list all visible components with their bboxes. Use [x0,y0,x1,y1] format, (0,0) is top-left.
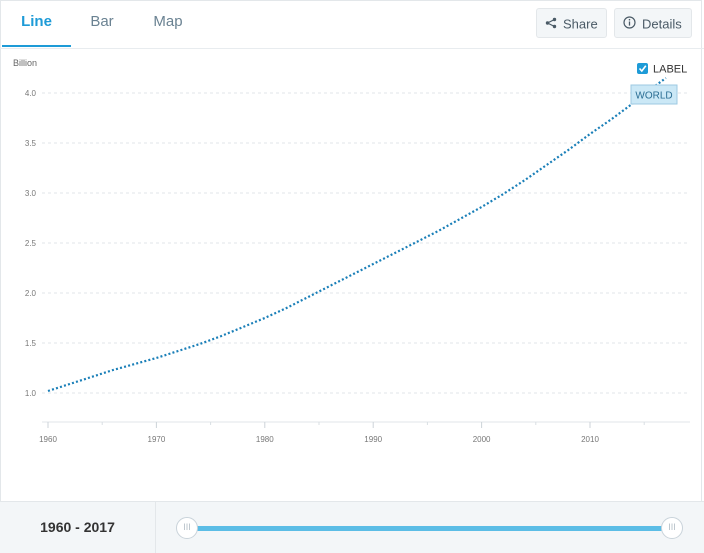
y-tick-label: 2.5 [25,239,37,248]
info-icon [623,10,636,40]
share-button[interactable]: Share [536,8,607,38]
x-tick-label: 1970 [148,435,166,444]
series-tag-text: WORLD [635,91,672,102]
slider-end-handle[interactable]: III [661,517,683,539]
tab-map[interactable]: Map [153,13,183,30]
y-tick-label: 1.0 [25,389,37,398]
details-label: Details [642,16,682,32]
share-label: Share [563,16,598,32]
details-button[interactable]: Details [614,8,692,38]
series-tag-box [630,84,678,105]
line-chart: Billion 1.0 1.5 2.0 2.5 3.0 3.5 4.0 1960 1970 19… [13,58,690,444]
series-tag: WORLD [630,84,678,105]
x-tick-label: 2000 [473,435,491,444]
y-tick-label: 4.0 [25,89,37,98]
series-line-world [47,77,667,393]
time-range-footer: 1960 - 2017 III III [0,501,704,553]
x-tick-label: 1990 [364,435,382,444]
year-range-slider-track[interactable] [188,526,672,531]
slider-start-handle[interactable]: III [176,517,198,539]
label-toggle-text: LABEL [653,64,687,76]
tab-line[interactable]: Line [2,0,71,47]
chart-tabs: Line Bar Map Share Details [0,0,704,49]
x-tick-label: 1960 [39,435,57,444]
y-axis-label: Billion [13,58,37,68]
x-tick-label: 2010 [581,435,599,444]
label-toggle[interactable]: LABEL [637,63,687,76]
y-tick-label: 1.5 [25,339,37,348]
x-tick-label: 1980 [256,435,274,444]
y-tick-label: 2.0 [25,289,37,298]
tab-bar[interactable]: Bar [90,13,114,30]
share-icon [545,10,557,40]
label-checkbox[interactable] [637,63,648,74]
year-range-label: 1960 - 2017 [0,502,156,553]
checkmark-icon [638,65,647,73]
y-tick-label: 3.5 [25,139,37,148]
y-tick-label: 3.0 [25,189,37,198]
